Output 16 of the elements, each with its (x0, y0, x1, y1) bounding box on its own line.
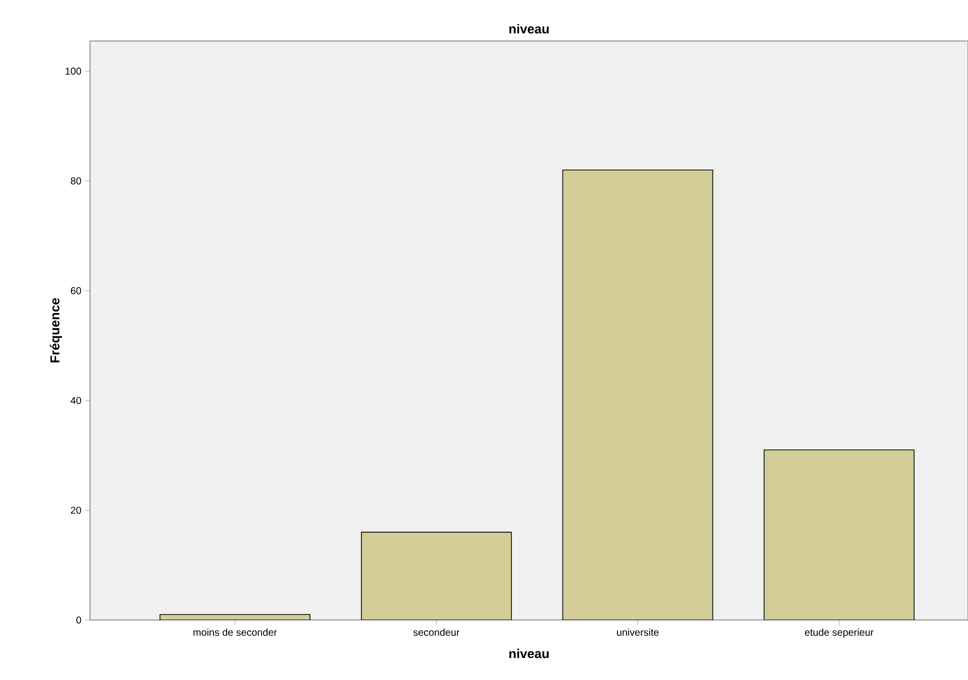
x-tick-label: etude seperieur (804, 628, 874, 638)
x-tick-label: universite (617, 628, 659, 636)
y-tick-label: 0 (76, 616, 82, 624)
x-axis-title: niveau (509, 648, 549, 658)
x-tick-label: moins de seconder (194, 628, 277, 636)
y-tick-label: 40 (70, 396, 82, 404)
y-tick-label: 20 (70, 506, 82, 514)
chart-title: niveau (509, 24, 549, 34)
y-tick-label: 60 (70, 287, 82, 294)
y-tick-label: 80 (70, 177, 82, 184)
bar (360, 532, 512, 620)
y-axis-title: Fréquence (50, 298, 62, 362)
x-tick-label: secondeur (413, 628, 460, 636)
bar (562, 170, 714, 620)
y-tick-label: 100 (66, 68, 82, 75)
bar (764, 449, 915, 620)
